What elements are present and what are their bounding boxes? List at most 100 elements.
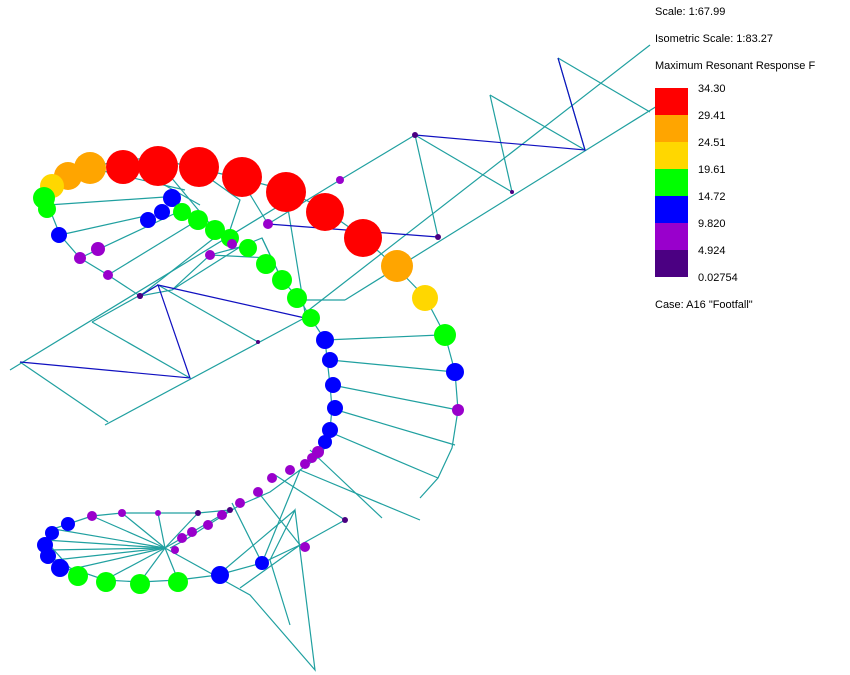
response-node [155, 510, 161, 516]
stair-tread [171, 246, 241, 291]
legend-value: 4.924 [698, 245, 726, 257]
legend-title: Maximum Resonant Response F [655, 60, 816, 72]
response-node [222, 157, 262, 197]
response-node [91, 242, 105, 256]
frame-member [9, 189, 306, 371]
response-node [267, 473, 277, 483]
stair-tread [47, 547, 166, 551]
response-node [179, 147, 219, 187]
stair-tread [67, 547, 166, 571]
brace-member [19, 284, 306, 379]
legend-swatch [655, 169, 688, 196]
response-node [446, 363, 464, 381]
stair-tread [329, 359, 456, 373]
frame-member [91, 321, 191, 379]
legend-swatch [655, 142, 688, 169]
case-label: Case: A16 "Footfall" [655, 299, 753, 311]
response-node [272, 270, 292, 290]
response-node [96, 572, 116, 592]
response-node [266, 172, 306, 212]
frame-member [231, 502, 263, 564]
legend-swatch [655, 196, 688, 223]
frame-member [49, 509, 231, 531]
response-node [327, 400, 343, 416]
frame-member [557, 57, 651, 113]
frame-member [257, 491, 301, 546]
response-node [138, 146, 178, 186]
response-node [306, 193, 344, 231]
response-node [256, 254, 276, 274]
legend-value: 9.820 [698, 218, 726, 230]
response-node [74, 252, 86, 264]
response-node [412, 132, 418, 138]
stair-tread [121, 512, 166, 549]
response-node [302, 309, 320, 327]
frame-member [157, 284, 259, 343]
scale-label: Scale: 1:67.99 [655, 6, 726, 18]
frame-member [44, 157, 459, 499]
stair-tread [299, 469, 421, 521]
response-node [103, 270, 113, 280]
frame-lines [9, 44, 671, 672]
response-node [318, 435, 332, 449]
response-node [171, 546, 179, 554]
response-node [342, 517, 348, 523]
response-node [187, 527, 197, 537]
response-node [140, 212, 156, 228]
response-node [263, 219, 273, 229]
response-node [38, 200, 56, 218]
response-node [177, 533, 187, 543]
response-node [300, 542, 310, 552]
stair-tread [329, 407, 456, 446]
response-node [106, 150, 140, 184]
response-node [137, 293, 143, 299]
response-node [61, 517, 75, 531]
stair-tread [324, 334, 441, 341]
stair-tread [44, 539, 166, 549]
response-node [322, 352, 338, 368]
legend-swatch [655, 223, 688, 250]
response-node [51, 227, 67, 243]
response-node [344, 219, 382, 257]
stair-tread [89, 167, 186, 191]
response-node [316, 331, 334, 349]
response-node [195, 510, 201, 516]
frame-member [239, 544, 301, 589]
response-node [168, 572, 188, 592]
response-node [87, 511, 97, 521]
response-node [205, 220, 225, 240]
frame-member [19, 361, 109, 423]
legend-swatch [655, 88, 688, 115]
response-node [256, 340, 260, 344]
frame-member [414, 134, 513, 193]
frame-member [274, 474, 346, 521]
stair-tread [104, 547, 166, 581]
stair-tread [157, 512, 166, 549]
stair-tread [47, 527, 166, 549]
response-node [173, 203, 191, 221]
stair-tread [91, 515, 166, 549]
frame-member [104, 314, 311, 426]
frame-member [304, 44, 651, 314]
brace-member [414, 57, 586, 151]
response-node [307, 453, 317, 463]
stair-tread [324, 429, 439, 479]
response-node [45, 526, 59, 540]
response-node [510, 190, 514, 194]
brace-member [139, 284, 159, 297]
response-node [118, 509, 126, 517]
stair-tread [107, 219, 199, 276]
stair-tread [59, 214, 151, 236]
response-node [285, 465, 295, 475]
response-node [227, 239, 237, 249]
frame-member [489, 94, 513, 193]
response-node [163, 189, 181, 207]
response-node [336, 176, 344, 184]
response-node [235, 498, 245, 508]
legend-value: 19.61 [698, 164, 726, 176]
response-node [412, 285, 438, 311]
isometric-scale-label: Isometric Scale: 1:83.27 [655, 33, 774, 45]
response-node [68, 566, 88, 586]
stair-tread [47, 196, 166, 206]
